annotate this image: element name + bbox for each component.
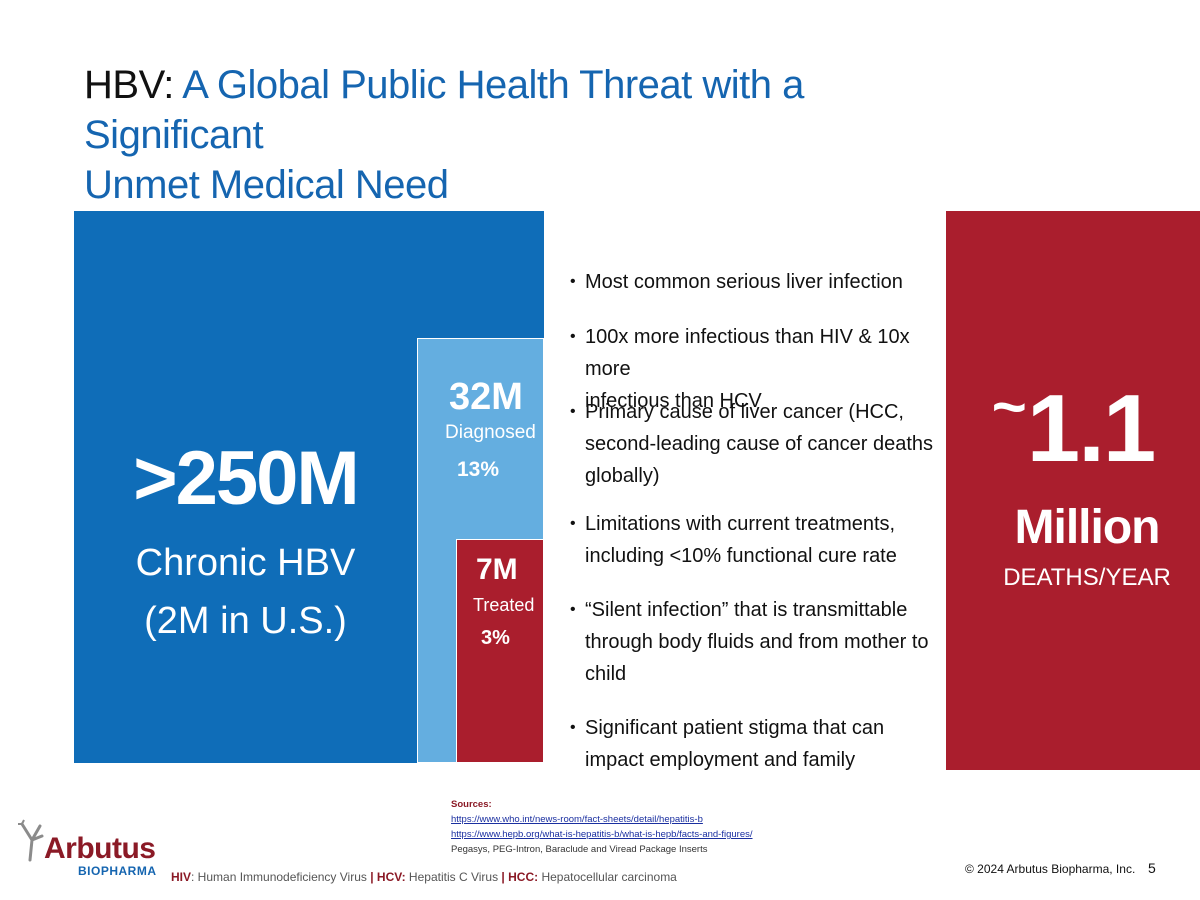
source-link[interactable]: https://www.hepb.org/what-is-hepatitis-b… [451, 829, 753, 840]
treated-block [456, 539, 544, 763]
bullet-dot: • [570, 273, 576, 290]
deaths-unit: Million [1014, 501, 1161, 554]
abbr-separator: | [370, 870, 374, 884]
deaths-value: ~1.1 [946, 372, 1200, 484]
bullet-text: globally) [585, 465, 660, 487]
deaths-tilde: ~ [991, 373, 1027, 440]
bullet-item: • Primary cause of liver cancer (HCC, se… [570, 396, 940, 492]
sources-header: Sources: [451, 799, 492, 810]
bullet-dot: • [570, 403, 576, 420]
treated-value: 7M [476, 553, 518, 586]
copyright: © 2024 Arbutus Biopharma, Inc. [965, 862, 1136, 876]
deaths-caption: DEATHS/YEAR [1003, 564, 1171, 591]
bullet-text: second-leading cause of cancer deaths [585, 433, 934, 455]
slide-title: HBV: A Global Public Health Threat with … [84, 60, 984, 210]
footer-abbreviations: HIV: Human Immunodeficiency Virus | HCV:… [171, 870, 677, 884]
chronic-sublabel: (2M in U.S.) [144, 600, 347, 642]
bullet-text: impact employment and family [585, 749, 856, 771]
abbr-key: HCC: [508, 870, 539, 884]
sources-note: Pegasys, PEG-Intron, Baraclude and Virea… [451, 844, 708, 855]
abbr-value: Hepatitis C Virus [405, 870, 499, 884]
bullet-text: Primary cause of liver cancer (HCC, [585, 401, 904, 423]
bullet-text: 100x more infectious than HIV & 10x more [585, 326, 910, 380]
logo-subtitle: BIOPHARMA [78, 864, 157, 878]
title-line2: Unmet Medical Need [84, 163, 449, 207]
bullet-text: child [585, 663, 627, 685]
abbr-separator: | [501, 870, 505, 884]
bullet-text: Limitations with current treatments, [585, 513, 896, 535]
diagnosed-label: Diagnosed [445, 422, 536, 443]
source-link[interactable]: https://www.who.int/news-room/fact-sheet… [451, 814, 703, 825]
sources-block: Sources: https://www.who.int/news-room/f… [451, 797, 753, 857]
diagnosed-percent: 13% [457, 458, 500, 481]
page-number: 5 [1148, 860, 1156, 876]
bullet-dot: • [570, 719, 576, 736]
arbutus-logo: Arbutus BIOPHARMA [12, 812, 162, 884]
bullet-text: Significant patient stigma that can [585, 717, 885, 739]
bullet-item: • “Silent infection” that is transmittab… [570, 594, 940, 690]
bullet-item: • Significant patient stigma that can im… [570, 712, 940, 776]
deaths-block [946, 211, 1200, 770]
logo-name: Arbutus [44, 832, 156, 865]
bullet-text: infectious than HCV [585, 390, 762, 412]
treated-percent: 3% [481, 627, 510, 649]
bullet-text: through body fluids and from mother to [585, 631, 929, 653]
title-line1: A Global Public Health Threat with a Sig… [84, 63, 804, 157]
bullet-item: • Most common serious liver infection [570, 266, 940, 298]
chronic-value: >250M [133, 436, 360, 521]
treated-label: Treated [473, 595, 535, 615]
abbr-key: HIV [171, 870, 192, 884]
bullet-text: Most common serious liver infection [585, 271, 903, 293]
tree-icon [18, 819, 44, 862]
deaths-number: 1.1 [1026, 375, 1156, 482]
chronic-label: Chronic HBV [135, 542, 356, 584]
bullet-text: including <10% functional cure rate [585, 545, 897, 567]
bullet-item: • Limitations with current treatments, i… [570, 508, 940, 572]
bullet-dot: • [570, 601, 576, 618]
title-prefix: HBV: [84, 63, 174, 107]
bullet-dot: • [570, 328, 576, 345]
bullet-text: “Silent infection” that is transmittable [585, 599, 908, 621]
abbr-value: Hepatocellular carcinoma [538, 870, 677, 884]
abbr-value: : Human Immunodeficiency Virus [191, 870, 367, 884]
abbr-key: HCV: [376, 870, 406, 884]
bullet-item: • 100x more infectious than HIV & 10x mo… [570, 321, 940, 417]
diagnosed-value: 32M [449, 376, 523, 418]
bullet-dot: • [570, 515, 576, 532]
